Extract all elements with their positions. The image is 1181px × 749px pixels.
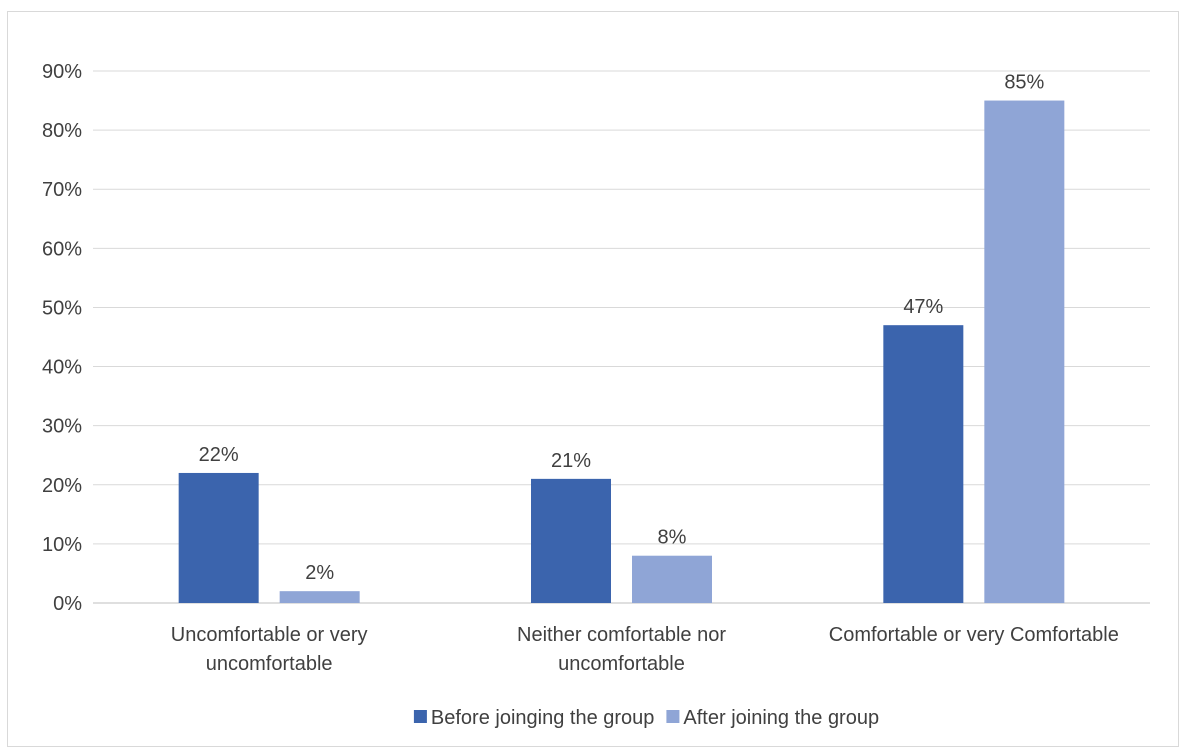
y-tick-label: 70% — [42, 179, 82, 201]
category-label: Neither comfortable nor — [517, 624, 726, 646]
legend-label: After joining the group — [683, 707, 879, 729]
data-label: 8% — [658, 527, 687, 549]
bar — [632, 555, 712, 603]
legend-swatch — [666, 710, 680, 723]
data-label: 22% — [199, 444, 239, 466]
bar — [178, 472, 259, 603]
y-tick-label: 40% — [42, 357, 82, 379]
category-label: Comfortable or very Comfortable — [829, 624, 1119, 646]
y-tick-label: 60% — [42, 238, 82, 260]
data-label: 85% — [1004, 72, 1044, 94]
y-tick-label: 30% — [42, 416, 82, 438]
category-label: Uncomfortable or very — [171, 624, 368, 646]
y-tick-label: 20% — [42, 475, 82, 497]
legend-label: Before joinging the group — [431, 707, 655, 729]
category-label: uncomfortable — [206, 653, 333, 675]
y-tick-label: 0% — [53, 593, 82, 615]
y-tick-label: 80% — [42, 120, 82, 142]
bar — [984, 100, 1065, 604]
bar — [531, 478, 611, 603]
bar — [883, 325, 964, 603]
data-label: 2% — [305, 562, 334, 584]
legend-swatch — [413, 710, 427, 723]
data-label: 21% — [551, 450, 591, 472]
data-label: 47% — [903, 296, 943, 318]
bar — [279, 591, 360, 603]
y-tick-label: 10% — [42, 534, 82, 556]
y-tick-label: 90% — [42, 61, 82, 83]
chart-frame — [7, 11, 1179, 747]
category-label: uncomfortable — [558, 653, 685, 675]
y-tick-label: 50% — [42, 297, 82, 319]
